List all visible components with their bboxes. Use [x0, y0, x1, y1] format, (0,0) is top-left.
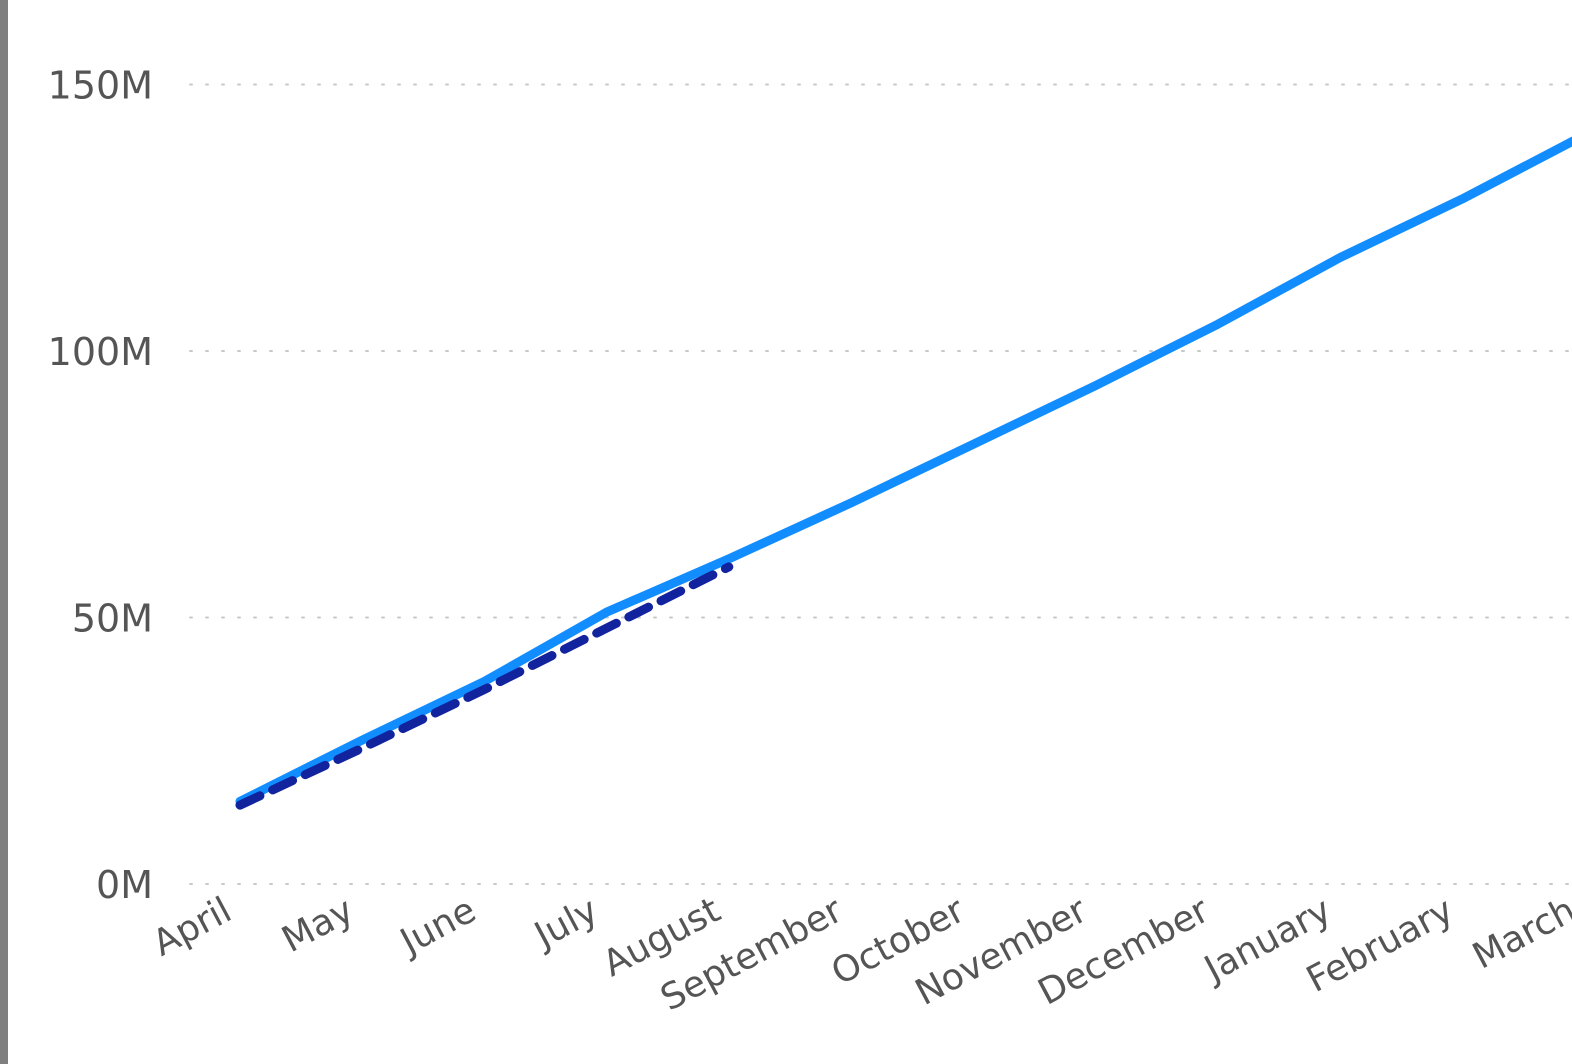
y-axis-tick-labels: 0M 50M 100M 150M — [48, 64, 153, 908]
gridlines — [189, 83, 1572, 885]
series-lines — [235, 136, 1572, 810]
x-tick-label: March — [1466, 890, 1572, 978]
series-line-solid — [235, 136, 1572, 806]
x-tick-label: July — [527, 890, 605, 958]
x-tick-label: May — [275, 890, 360, 961]
series-line-dashed — [235, 562, 734, 810]
x-axis-tick-labels: April May June JulyAugustSeptemberOctoberNo… — [146, 890, 1572, 1020]
y-tick-label: 150M — [48, 64, 153, 108]
y-tick-label: 0M — [96, 863, 153, 907]
left-panel-border — [0, 0, 8, 1064]
x-tick-label: April — [146, 890, 238, 965]
x-tick-label: June — [392, 890, 482, 964]
y-tick-label: 50M — [72, 597, 153, 641]
y-tick-label: 100M — [48, 330, 153, 374]
